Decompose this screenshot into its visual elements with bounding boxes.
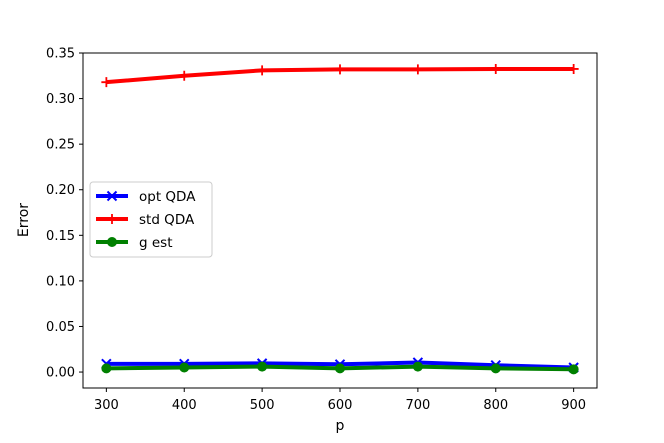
- g-est-point: [179, 362, 190, 373]
- g-est-point: [490, 363, 501, 374]
- g-est-point: [412, 361, 423, 372]
- std-qda-point: [179, 70, 190, 81]
- series-std-qda: [101, 63, 579, 88]
- y-tick-label: 0.05: [46, 320, 75, 335]
- x-axis-ticks: 300 400 500 600 700 800 900: [94, 388, 586, 413]
- std-qda-point: [101, 77, 112, 88]
- std-qda-point: [257, 65, 268, 76]
- std-qda-point: [568, 63, 579, 74]
- std-qda-point: [490, 63, 501, 74]
- legend: opt QDA std QDA g est: [89, 181, 213, 258]
- y-tick-label: 0.30: [46, 92, 75, 107]
- series-g-est: [101, 361, 579, 375]
- x-tick-label: 500: [250, 398, 275, 413]
- legend-marker-opt-qda: [106, 190, 118, 202]
- legend-marker-std-qda: [107, 214, 117, 224]
- g-est-point: [335, 363, 345, 374]
- legend-box: [89, 181, 213, 258]
- series-layer: [101, 63, 579, 375]
- g-est-point: [568, 364, 579, 375]
- legend-label-std-qda: std QDA: [139, 212, 195, 228]
- y-tick-label: 0.10: [46, 274, 75, 289]
- y-axis-ticks: 0.00 0.05 0.10 0.15 0.20 0.25 0.30 0.35: [46, 47, 83, 381]
- g-est-point: [101, 363, 112, 374]
- x-tick-label: 600: [328, 398, 353, 413]
- x-tick-label: 400: [172, 398, 197, 413]
- plot-frame: [82, 52, 598, 389]
- y-tick-label: 0.00: [46, 366, 75, 381]
- legend-marker-g-est: [107, 237, 117, 247]
- y-axis-label: Error: [16, 203, 32, 237]
- y-tick-label: 0.35: [46, 47, 75, 62]
- x-tick-label: 900: [561, 398, 586, 413]
- g-est-point: [257, 361, 268, 372]
- x-axis-label: p: [336, 418, 345, 434]
- x-tick-label: 700: [405, 398, 430, 413]
- x-tick-label: 800: [483, 398, 508, 413]
- x-tick-label: 300: [94, 398, 119, 413]
- legend-label-g-est: g est: [139, 235, 173, 251]
- y-tick-label: 0.15: [46, 229, 75, 244]
- std-qda-point: [412, 64, 423, 75]
- y-tick-label: 0.20: [46, 183, 75, 198]
- y-tick-label: 0.25: [46, 138, 75, 153]
- legend-label-opt-qda: opt QDA: [139, 189, 196, 205]
- std-qda-point: [335, 64, 345, 75]
